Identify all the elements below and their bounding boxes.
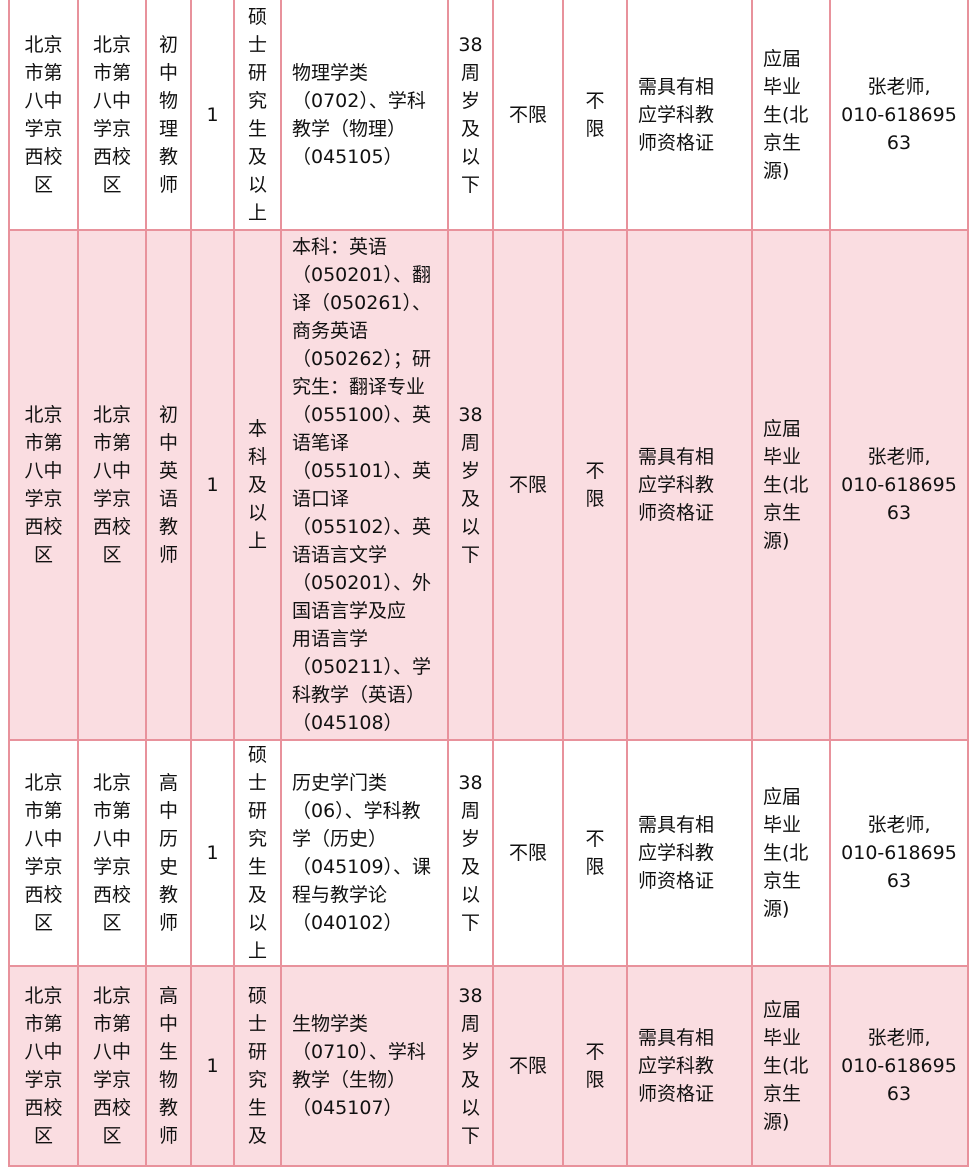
source-cell: 应届 毕业 生(北 京生 源) xyxy=(751,229,831,741)
recruitment-table: 北京 市第 八中 学京 西校 区 北京 市第 八中 学京 西校 区 初 中 物 … xyxy=(8,0,969,1167)
education-cell: 硕 士 研 究 生 及 以 上 xyxy=(233,0,282,231)
position-cell: 初 中 英 语 教 师 xyxy=(145,229,192,741)
age-cell: 38 周 岁 及 以 下 xyxy=(447,229,494,741)
certificate-cell: 需具有相 应学科教 师资格证 xyxy=(626,965,753,1167)
school-cell: 北京 市第 八中 学京 西校 区 xyxy=(8,229,79,741)
education-cell: 硕 士 研 究 生 及 以 上 xyxy=(233,739,282,967)
count-cell: 1 xyxy=(190,229,235,741)
major-cell: 历史学门类 （06）、学科教 学（历史） （045109）、课 程与教学论 （0… xyxy=(280,739,449,967)
school-cell: 北京 市第 八中 学京 西校 区 xyxy=(8,0,79,231)
table-row: 北京 市第 八中 学京 西校 区 北京 市第 八中 学京 西校 区 初 中 英 … xyxy=(8,229,969,741)
age-cell: 38 周 岁 及 以 下 xyxy=(447,965,494,1167)
requirement2-cell: 不 限 xyxy=(562,739,628,967)
education-cell: 本 科 及 以 上 xyxy=(233,229,282,741)
requirement2-cell: 不 限 xyxy=(562,0,628,231)
age-cell: 38 周 岁 及 以 下 xyxy=(447,739,494,967)
contact-cell: 张老师, 010-618695 63 xyxy=(829,739,969,967)
certificate-cell: 需具有相 应学科教 师资格证 xyxy=(626,229,753,741)
source-cell: 应届 毕业 生(北 京生 源) xyxy=(751,739,831,967)
certificate-cell: 需具有相 应学科教 师资格证 xyxy=(626,0,753,231)
count-cell: 1 xyxy=(190,739,235,967)
contact-cell: 张老师, 010-618695 63 xyxy=(829,965,969,1167)
position-cell: 初 中 物 理 教 师 xyxy=(145,0,192,231)
contact-cell: 张老师, 010-618695 63 xyxy=(829,229,969,741)
contact-cell: 张老师, 010-618695 63 xyxy=(829,0,969,231)
requirement-cell: 不限 xyxy=(492,229,564,741)
age-cell: 38 周 岁 及 以 下 xyxy=(447,0,494,231)
unit-cell: 北京 市第 八中 学京 西校 区 xyxy=(77,0,147,231)
education-cell: 硕 士 研 究 生 及 xyxy=(233,965,282,1167)
certificate-cell: 需具有相 应学科教 师资格证 xyxy=(626,739,753,967)
major-cell: 物理学类 （0702）、学科 教学（物理） （045105） xyxy=(280,0,449,231)
source-cell: 应届 毕业 生(北 京生 源) xyxy=(751,965,831,1167)
requirement2-cell: 不 限 xyxy=(562,965,628,1167)
requirement-cell: 不限 xyxy=(492,0,564,231)
requirement-cell: 不限 xyxy=(492,739,564,967)
count-cell: 1 xyxy=(190,0,235,231)
school-cell: 北京 市第 八中 学京 西校 区 xyxy=(8,965,79,1167)
major-cell: 本科：英语 （050201）、翻 译（050261）、 商务英语 （050262… xyxy=(280,229,449,741)
school-cell: 北京 市第 八中 学京 西校 区 xyxy=(8,739,79,967)
unit-cell: 北京 市第 八中 学京 西校 区 xyxy=(77,739,147,967)
requirement-cell: 不限 xyxy=(492,965,564,1167)
table-row: 北京 市第 八中 学京 西校 区 北京 市第 八中 学京 西校 区 初 中 物 … xyxy=(8,0,969,231)
table-row: 北京 市第 八中 学京 西校 区 北京 市第 八中 学京 西校 区 高 中 生 … xyxy=(8,965,969,1167)
count-cell: 1 xyxy=(190,965,235,1167)
position-cell: 高 中 生 物 教 师 xyxy=(145,965,192,1167)
table-row: 北京 市第 八中 学京 西校 区 北京 市第 八中 学京 西校 区 高 中 历 … xyxy=(8,739,969,967)
unit-cell: 北京 市第 八中 学京 西校 区 xyxy=(77,965,147,1167)
unit-cell: 北京 市第 八中 学京 西校 区 xyxy=(77,229,147,741)
position-cell: 高 中 历 史 教 师 xyxy=(145,739,192,967)
major-cell: 生物学类 （0710）、学科 教学（生物） （045107） xyxy=(280,965,449,1167)
source-cell: 应届 毕业 生(北 京生 源) xyxy=(751,0,831,231)
requirement2-cell: 不 限 xyxy=(562,229,628,741)
